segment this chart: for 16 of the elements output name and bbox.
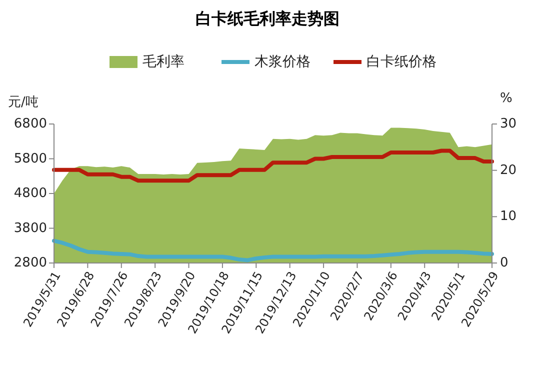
y-tick-label: 4800 — [14, 186, 47, 202]
line-series — [52, 148, 494, 183]
y-tick-label: 3800 — [14, 220, 47, 236]
y2-tick-label: 20 — [500, 162, 517, 178]
y-axis-title: 元/吨 — [8, 95, 38, 110]
y2-tick-label: 10 — [500, 209, 517, 224]
y-tick-label: 5800 — [14, 151, 47, 166]
legend-label: 木浆价格 — [254, 54, 310, 70]
y-tick-label: 2800 — [14, 256, 47, 271]
y-tick-label: 6800 — [14, 116, 47, 132]
legend-label: 白卡纸价格 — [366, 54, 436, 70]
y2-axis-title: % — [500, 91, 512, 106]
chart-title: 白卡纸毛利率走势图 — [196, 9, 340, 28]
y2-tick-label: 30 — [500, 116, 517, 132]
legend-label: 毛利率 — [142, 54, 184, 70]
y2-tick-label: 0 — [500, 256, 508, 271]
